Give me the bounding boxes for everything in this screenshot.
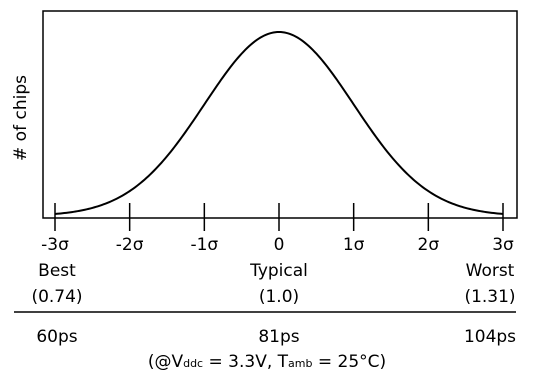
worst-delay: 104ps bbox=[464, 327, 516, 347]
x-tick-label: -3σ bbox=[41, 235, 69, 255]
best-ratio: (0.74) bbox=[31, 287, 82, 307]
x-tick-label: -1σ bbox=[190, 235, 218, 255]
distribution-curve bbox=[54, 30, 504, 215]
y-axis-label: # of chips bbox=[11, 75, 31, 161]
x-tick-label: 1σ bbox=[343, 235, 365, 255]
typical-label: Typical bbox=[249, 261, 308, 281]
worst-label: Worst bbox=[466, 261, 515, 281]
x-tick-label: 3σ bbox=[492, 235, 514, 255]
x-tick-label: 0 bbox=[274, 235, 285, 255]
plot-frame bbox=[42, 10, 518, 219]
test-conditions: (@Vddc = 3.3V, Tamb = 25°C) bbox=[148, 352, 386, 372]
x-tick-labels: -3σ -2σ -1σ 0 1σ 2σ 3σ bbox=[41, 235, 514, 255]
typical-delay: 81ps bbox=[258, 327, 299, 347]
typical-ratio: (1.0) bbox=[259, 287, 299, 307]
x-tick-label: 2σ bbox=[418, 235, 440, 255]
best-label: Best bbox=[38, 261, 76, 281]
worst-ratio: (1.31) bbox=[464, 287, 515, 307]
x-ticks bbox=[54, 203, 504, 231]
x-tick-label: -2σ bbox=[116, 235, 144, 255]
best-delay: 60ps bbox=[36, 327, 77, 347]
